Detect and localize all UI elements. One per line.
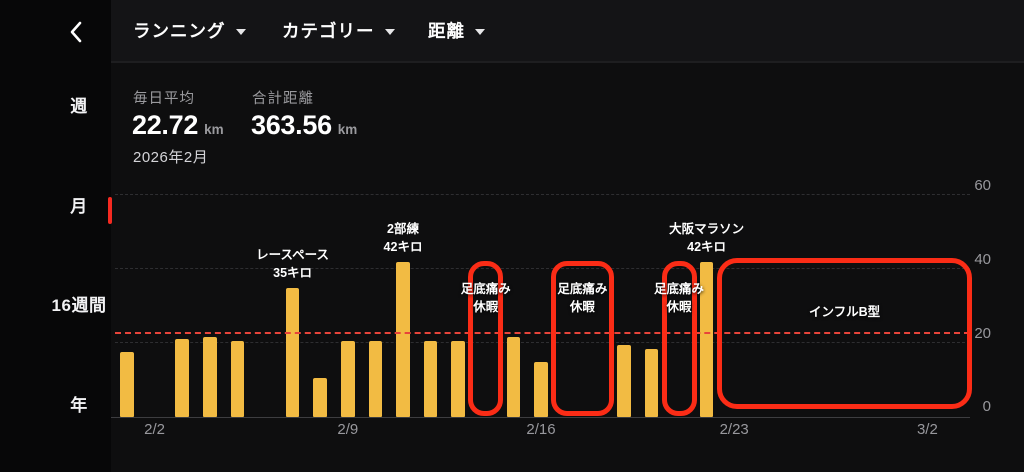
- gridline-60: [115, 194, 970, 195]
- x-axis-label-2/9: 2/9: [337, 421, 359, 438]
- y-axis-label-40: 40: [974, 251, 991, 268]
- bar-annotation: 大阪マラソン 42キロ: [669, 221, 745, 254]
- chart-bar-2/5[interactable]: [230, 341, 245, 417]
- chart-bar-2/7[interactable]: [285, 287, 300, 417]
- chart-bar-2/4[interactable]: [203, 337, 217, 417]
- sidebar-item-week[interactable]: 週: [70, 97, 88, 116]
- chevron-down-icon: [384, 29, 395, 35]
- highlight-box-label: 足底痛み 休暇: [460, 282, 511, 314]
- workout-type-dropdown[interactable]: ランニング: [133, 0, 246, 61]
- average-line: [115, 331, 970, 334]
- metric-label: 距離: [428, 21, 465, 41]
- y-axis-label-60: 60: [974, 177, 991, 194]
- highlight-box-label: インフルB型: [809, 305, 881, 319]
- chart-bar-2/9[interactable]: [341, 341, 355, 417]
- bar-annotation: レースペース 35キロ: [256, 247, 330, 280]
- chart-bar-2/1[interactable]: [120, 352, 134, 417]
- daily-average-label: 毎日平均: [133, 91, 195, 107]
- chevron-down-icon: [235, 29, 246, 35]
- gridline-20: [115, 342, 970, 343]
- x-axis-label-2/2: 2/2: [144, 421, 166, 438]
- y-axis-label-20: 20: [974, 325, 991, 342]
- daily-average-value-row: 22.72 km: [132, 110, 224, 141]
- y-axis-label-0: 0: [982, 398, 991, 415]
- bar-annotation: 2部練 42キロ: [383, 221, 423, 254]
- top-navigation-bar: ランニング カテゴリー 距離: [111, 0, 1024, 63]
- highlight-box-1: 足底痛み 休暇: [461, 261, 511, 416]
- highlight-box-label: 足底痛み 休暇: [557, 282, 608, 314]
- sidebar: 週 月 16週間 年: [0, 0, 111, 472]
- chart-bar-2/22[interactable]: [699, 261, 714, 417]
- back-button[interactable]: [58, 14, 94, 50]
- daily-average-unit: km: [204, 122, 224, 137]
- chart-bar-2/13[interactable]: [451, 341, 465, 417]
- chart-bar-2/8[interactable]: [313, 378, 327, 417]
- total-distance-unit: km: [337, 122, 358, 137]
- highlight-box-2: 足底痛み 休暇: [551, 261, 614, 416]
- chart-bar-2/16[interactable]: [534, 361, 548, 417]
- sidebar-item-month[interactable]: 月: [70, 197, 88, 216]
- x-axis-label-3/2: 3/2: [916, 421, 938, 438]
- x-axis-label-2/16: 2/16: [526, 421, 556, 438]
- chart-bar-2/15[interactable]: [506, 337, 521, 417]
- total-distance-value: 363.56: [251, 110, 332, 140]
- highlight-box-4: インフルB型: [716, 258, 973, 409]
- workout-type-label: ランニング: [133, 21, 226, 41]
- daily-average-value: 22.72: [132, 110, 199, 140]
- highlight-box-3: 足底痛み 休暇: [654, 261, 704, 416]
- metric-dropdown[interactable]: 距離: [428, 0, 485, 61]
- total-distance-label: 合計距離: [252, 91, 314, 107]
- gridline-40: [115, 268, 970, 269]
- x-axis-label-2/23: 2/23: [719, 421, 749, 438]
- chevron-down-icon: [475, 29, 485, 35]
- total-distance-value-row: 363.56 km: [251, 110, 357, 141]
- category-label: カテゴリー: [282, 21, 375, 41]
- chevron-left-icon: [70, 21, 82, 43]
- period-label: 2026年2月: [133, 149, 209, 166]
- chart-bar-2/11[interactable]: [396, 261, 410, 417]
- chart-bar-2/19[interactable]: [617, 344, 631, 417]
- active-tab-indicator: [108, 197, 112, 224]
- chart-bar-2/3[interactable]: [175, 339, 189, 417]
- chart-bar-2/10[interactable]: [368, 341, 383, 417]
- x-axis-line: [111, 416, 970, 418]
- chart-bar-2/12[interactable]: [423, 341, 438, 417]
- sidebar-item-16weeks[interactable]: 16週間: [51, 296, 107, 315]
- sidebar-item-year[interactable]: 年: [70, 396, 88, 415]
- chart-bar-2/20[interactable]: [644, 348, 659, 417]
- highlight-box-label: 足底痛み 休暇: [653, 282, 704, 314]
- category-dropdown[interactable]: カテゴリー: [282, 0, 395, 61]
